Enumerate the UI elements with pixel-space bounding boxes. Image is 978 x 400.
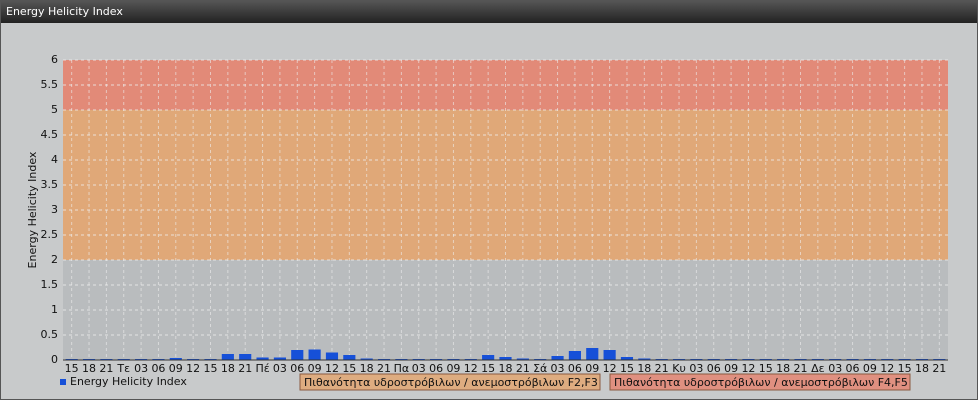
x-tick-label: 09 <box>585 362 599 375</box>
x-tick-label: Τε <box>116 362 130 375</box>
x-tick-label: 03 <box>828 362 842 375</box>
bar <box>586 348 599 360</box>
bar <box>169 358 182 360</box>
x-tick-label: 06 <box>429 362 443 375</box>
bar <box>499 357 512 360</box>
x-tick-label: 15 <box>204 362 218 375</box>
x-tick-label: 18 <box>499 362 513 375</box>
x-tick-label: 12 <box>880 362 894 375</box>
x-tick-label: 03 <box>273 362 287 375</box>
y-tick-label: 3.5 <box>41 178 59 191</box>
x-tick-label: Πα <box>394 362 410 375</box>
legend-swatch <box>60 379 66 385</box>
x-tick-label: 15 <box>481 362 495 375</box>
y-tick-label: 2.5 <box>41 228 59 241</box>
bar <box>221 354 234 360</box>
x-tick-label: 03 <box>134 362 148 375</box>
x-tick-label: 03 <box>551 362 565 375</box>
x-tick-label: 15 <box>65 362 79 375</box>
bar <box>516 358 529 360</box>
x-tick-label: 18 <box>915 362 929 375</box>
y-tick-label: 4 <box>51 153 58 166</box>
y-tick-label: 5 <box>51 103 58 116</box>
band-legend-label: Πιθανότητα υδροστρόβιλων / ανεμοστρόβιλω… <box>304 376 598 389</box>
x-tick-label: 09 <box>724 362 738 375</box>
band-legend-label: Πιθανότητα υδροστρόβιλων / ανεμοστρόβιλω… <box>614 376 908 389</box>
x-tick-label: 03 <box>689 362 703 375</box>
x-tick-label: Πέ <box>255 362 269 375</box>
x-tick-label: 21 <box>794 362 808 375</box>
x-tick-label: 15 <box>898 362 912 375</box>
y-tick-label: 0 <box>51 353 58 366</box>
y-tick-label: 4.5 <box>41 128 59 141</box>
x-tick-label: Κυ <box>672 362 686 375</box>
x-tick-label: 09 <box>308 362 322 375</box>
y-axis-label: Energy Helicity Index <box>26 151 39 268</box>
x-tick-label: 12 <box>741 362 755 375</box>
x-tick-label: 18 <box>776 362 790 375</box>
bar <box>360 358 373 360</box>
x-tick-label: 09 <box>446 362 460 375</box>
y-tick-label: 1 <box>51 303 58 316</box>
x-tick-label: 15 <box>759 362 773 375</box>
x-tick-label: 18 <box>360 362 374 375</box>
bar <box>273 357 286 360</box>
chart: Energy Helicity Index 0 0.5 1 1.5 2 2.5 3 3.5 4 4… <box>2 23 976 398</box>
bar <box>308 349 321 360</box>
x-tick-label: 06 <box>290 362 304 375</box>
x-tick-label: 09 <box>863 362 877 375</box>
x-tick-label: Δε <box>811 362 825 375</box>
y-tick-label: 0.5 <box>41 328 59 341</box>
x-tick-label: 12 <box>325 362 339 375</box>
x-tick-label: 09 <box>169 362 183 375</box>
x-tick-label: 06 <box>151 362 165 375</box>
x-tick-label: 15 <box>620 362 634 375</box>
bar <box>343 355 356 360</box>
band-legend-box <box>299 373 601 391</box>
bar <box>239 354 252 360</box>
bar <box>482 355 495 360</box>
x-tick-label: 21 <box>377 362 391 375</box>
x-tick-label: 12 <box>464 362 478 375</box>
x-tick-label: 12 <box>603 362 617 375</box>
x-tick-label: 21 <box>516 362 530 375</box>
x-tick-label: 18 <box>637 362 651 375</box>
x-tick-label: 06 <box>846 362 860 375</box>
bar <box>568 351 581 360</box>
x-tick-label: 06 <box>707 362 721 375</box>
x-tick-label: 06 <box>568 362 582 375</box>
title-bar: Energy Helicity Index <box>1 1 977 23</box>
x-tick-label: 21 <box>99 362 113 375</box>
bar <box>620 357 634 360</box>
y-tick-label: 6 <box>51 53 58 66</box>
x-tick-label: 21 <box>655 362 669 375</box>
bar <box>603 350 616 360</box>
y-tick-label: 1.5 <box>41 278 59 291</box>
x-tick-label: 18 <box>82 362 96 375</box>
x-tick-label: 18 <box>221 362 235 375</box>
bar <box>325 352 339 360</box>
x-tick-label: 03 <box>412 362 426 375</box>
x-tick-label: 12 <box>186 362 200 375</box>
x-tick-label: 21 <box>932 362 946 375</box>
x-tick-label: 21 <box>238 362 252 375</box>
x-tick-label: 15 <box>342 362 356 375</box>
bar <box>291 350 304 360</box>
x-tick-label: Σά <box>533 362 547 375</box>
legend-label: Energy Helicity Index <box>70 375 187 388</box>
band-legend-box <box>609 373 911 391</box>
y-tick-label: 5.5 <box>41 78 59 91</box>
y-tick-label: 2 <box>51 253 58 266</box>
bar <box>638 358 651 360</box>
bar <box>551 356 564 360</box>
bar <box>256 357 269 360</box>
y-tick-label: 3 <box>51 203 58 216</box>
